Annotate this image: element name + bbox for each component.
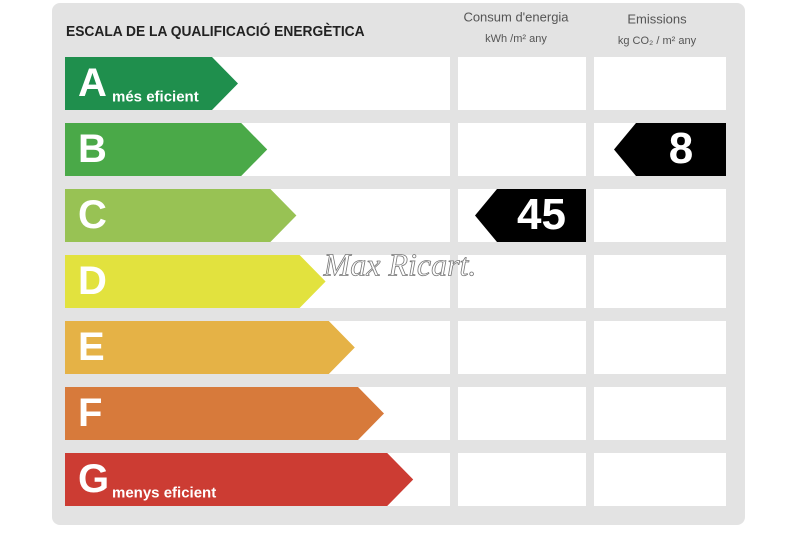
consumption-cell [458, 57, 586, 110]
rating-arrow [65, 255, 326, 308]
emissions-cell [594, 255, 726, 308]
emissions-cell [594, 387, 726, 440]
rating-arrow [65, 123, 268, 176]
watermark: Max Ricart. [323, 246, 477, 282]
rating-arrow [65, 453, 414, 506]
rating-arrow [65, 387, 384, 440]
rating-letter: G [78, 457, 109, 501]
consumption-badge [475, 189, 586, 242]
consumption-unit: kWh /m² any [485, 33, 547, 45]
rating-letter: E [78, 325, 105, 369]
rating-letter: C [78, 193, 107, 237]
emissions-badge [614, 123, 726, 176]
emissions-cell [594, 321, 726, 374]
emissions-cell [594, 57, 726, 110]
rating-note: més eficient [112, 88, 199, 105]
rating-note: menys eficient [112, 484, 216, 501]
rating-arrow [65, 321, 355, 374]
consumption-header: Consum d'energia [463, 9, 569, 24]
rating-letter: F [78, 391, 102, 435]
rating-arrow [65, 189, 297, 242]
rating-letter: D [78, 259, 107, 303]
emissions-header: Emissions [627, 11, 687, 26]
rating-arrow [65, 57, 238, 110]
emissions-cell [594, 453, 726, 506]
consumption-cell [458, 453, 586, 506]
emissions-unit: kg CO₂ / m² any [618, 35, 697, 47]
emissions-cell [594, 189, 726, 242]
consumption-value: 45 [517, 190, 566, 239]
rating-letter: A [78, 61, 107, 105]
consumption-cell [458, 387, 586, 440]
emissions-value: 8 [669, 124, 693, 173]
consumption-cell [458, 123, 586, 176]
title: ESCALA DE LA QUALIFICACIÓ ENERGÈTICA [66, 21, 365, 40]
rating-letter: B [78, 127, 107, 171]
consumption-cell [458, 255, 586, 308]
consumption-cell [458, 321, 586, 374]
